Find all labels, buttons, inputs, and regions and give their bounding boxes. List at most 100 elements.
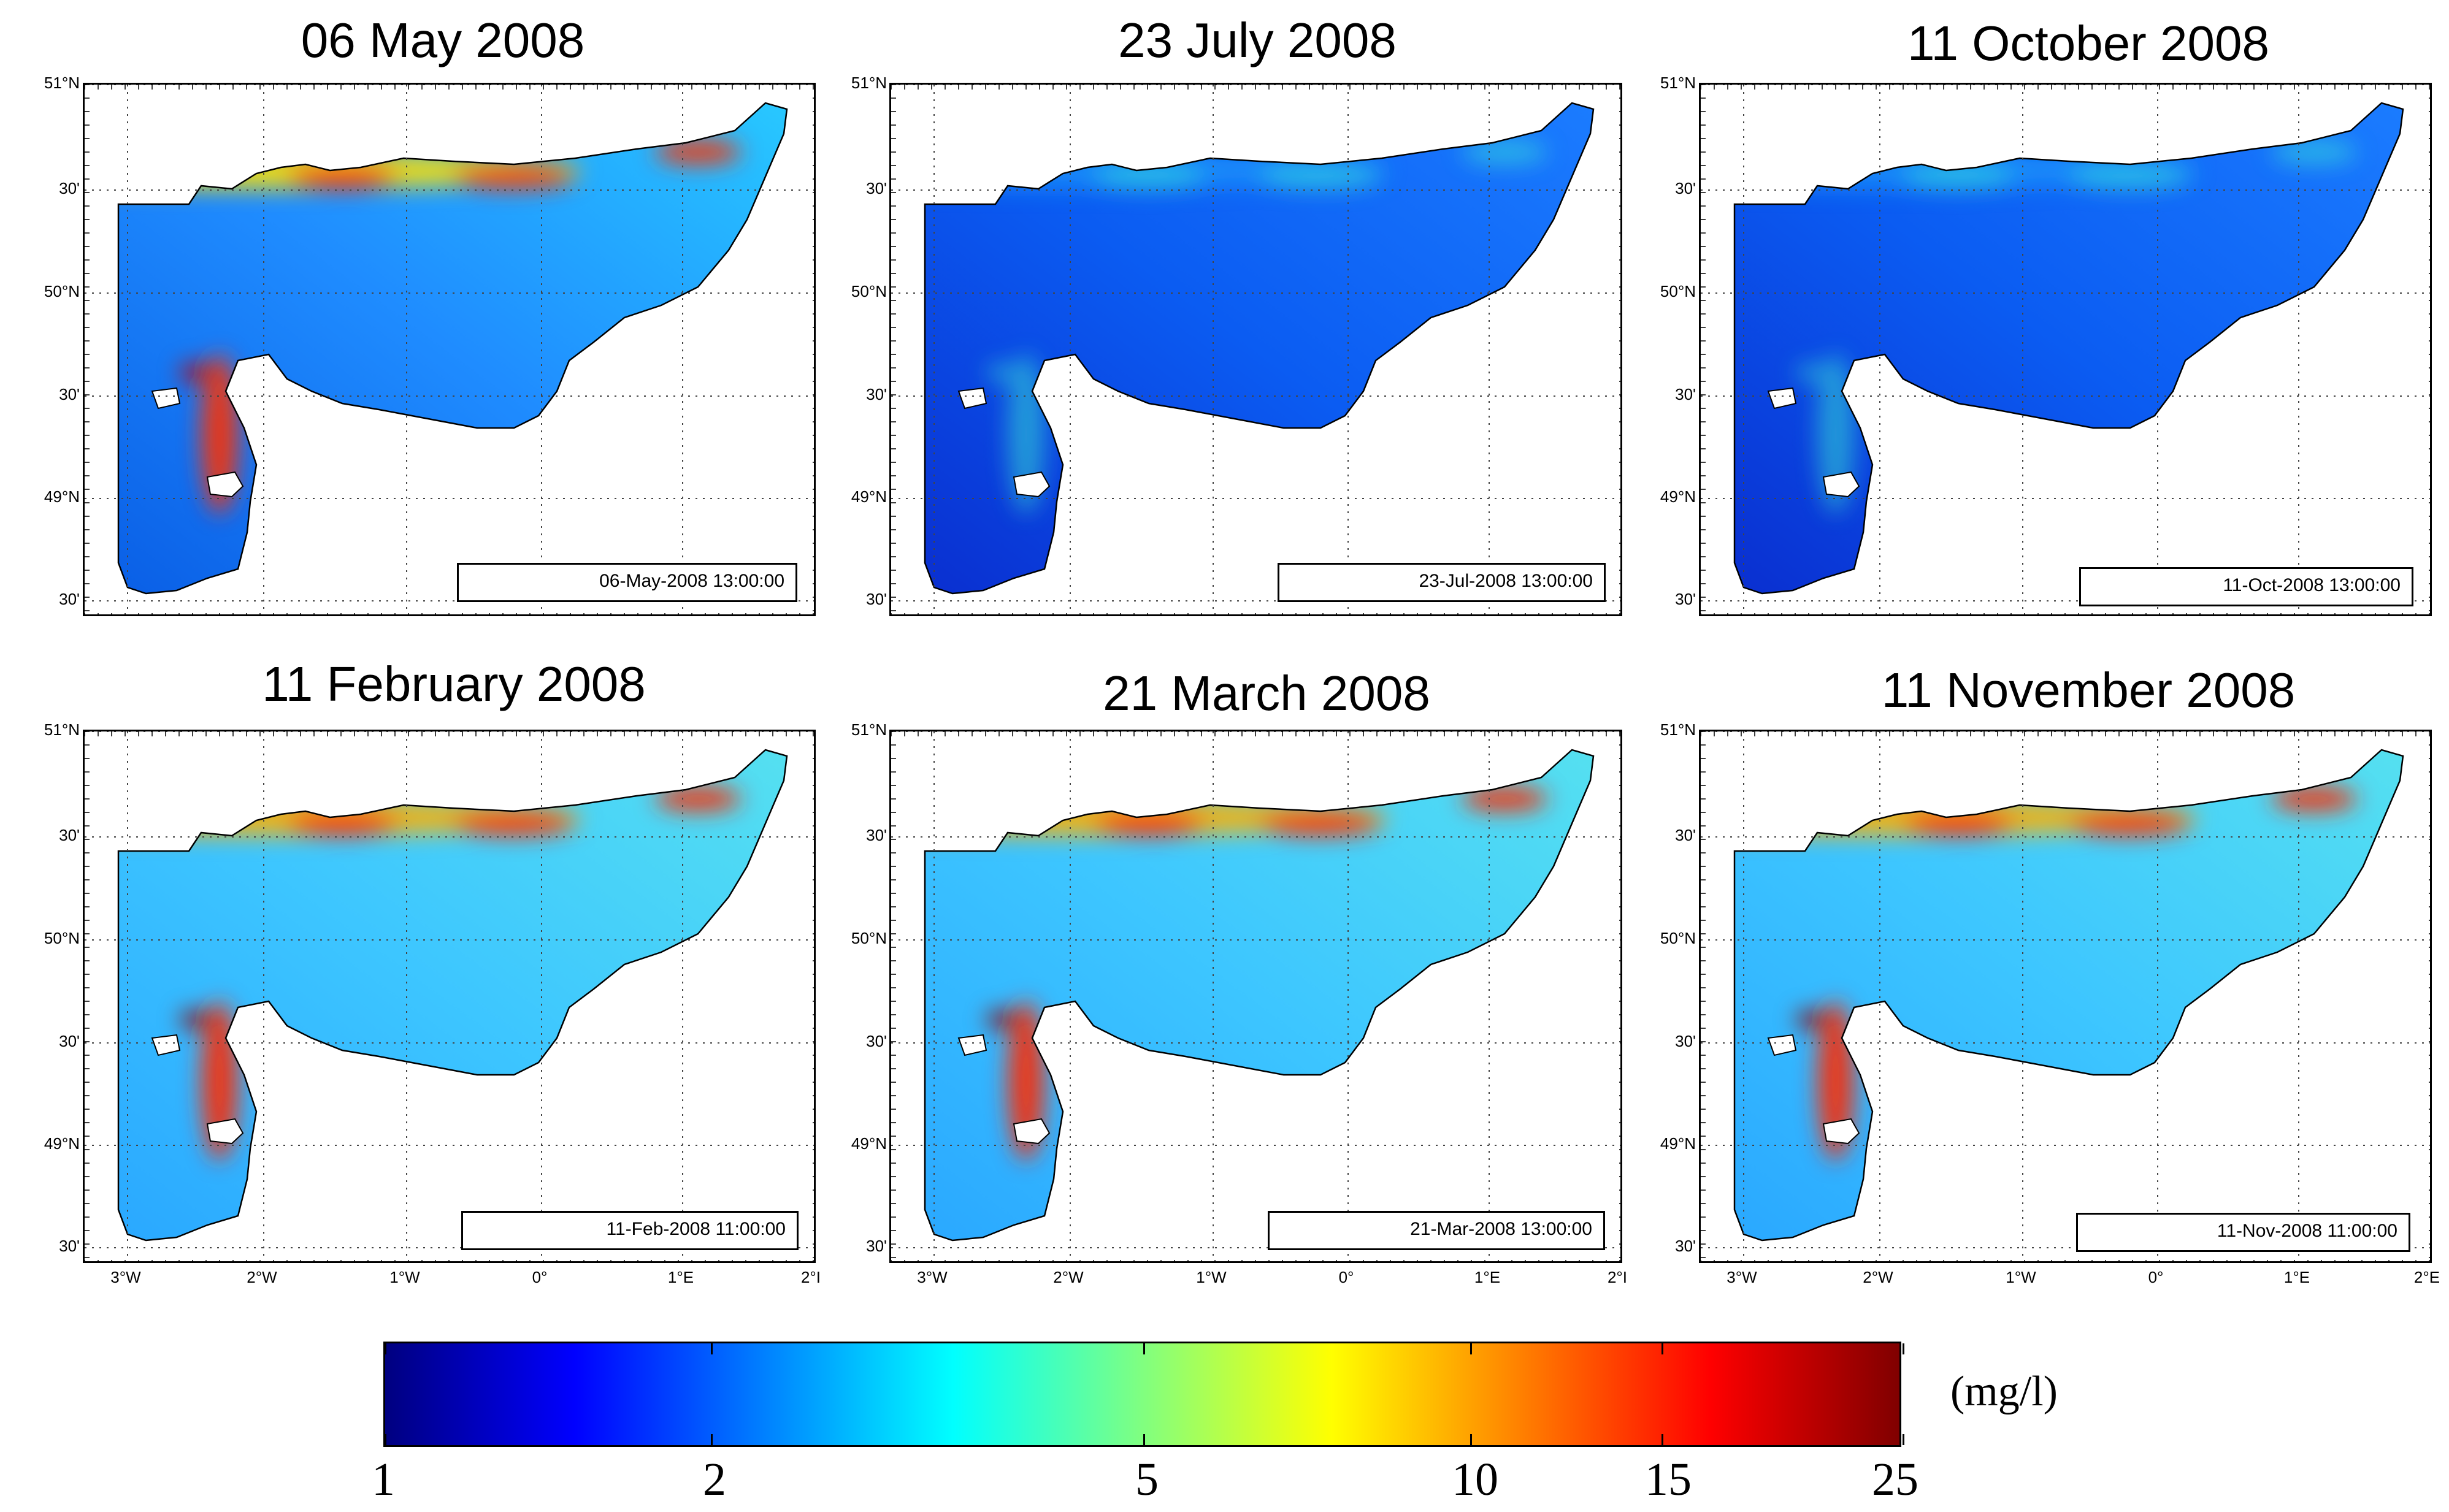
coastline xyxy=(117,749,788,1242)
panel-title: 11 February 2008 xyxy=(262,657,646,711)
lat-tick-label: 51°N xyxy=(851,720,887,739)
hotspot xyxy=(287,164,397,189)
map-panel-february xyxy=(83,730,816,1263)
map-svg xyxy=(891,731,1620,1261)
lon-tick-label: 2°E xyxy=(2413,1268,2440,1286)
colorbar-tick-label: 25 xyxy=(1872,1454,1918,1505)
island xyxy=(957,1034,987,1056)
colorbar-tick-label: 2 xyxy=(703,1454,726,1505)
lat-tick-label: 49°N xyxy=(44,1134,80,1153)
coastline xyxy=(117,102,788,595)
map-svg xyxy=(891,85,1620,614)
lat-tick-label: 30' xyxy=(866,1032,887,1050)
lat-tick-label: 51°N xyxy=(44,74,80,92)
lat-tick-label: 50°N xyxy=(1660,929,1696,947)
lat-tick-label: 49°N xyxy=(851,487,887,506)
lat-tick-label: 30' xyxy=(59,590,80,608)
hotspot xyxy=(453,164,575,189)
map-panel-july xyxy=(889,83,1622,616)
lon-tick-label: 1°E xyxy=(1474,1268,1501,1286)
lat-tick-label: 30' xyxy=(1675,826,1696,844)
colorbar-tick-mark xyxy=(384,1343,386,1354)
map-panel-october xyxy=(1699,83,2432,616)
hotspot xyxy=(1462,787,1547,811)
colorbar-tick-mark xyxy=(1661,1434,1663,1445)
lon-tick-label: 0° xyxy=(532,1268,548,1286)
lon-tick-label: 3°W xyxy=(110,1268,141,1286)
hotspot xyxy=(986,364,1017,382)
hotspot xyxy=(287,811,397,836)
colorbar-tick-mark xyxy=(1470,1434,1472,1445)
colorbar-tick-mark xyxy=(1143,1434,1145,1445)
coastline xyxy=(1733,749,2404,1242)
lat-tick-label: 50°N xyxy=(1660,282,1696,300)
colorbar-tick-mark xyxy=(1470,1343,1472,1354)
lat-tick-label: 30' xyxy=(59,385,80,403)
lon-tick-label: 1°W xyxy=(389,1268,420,1286)
hotspot xyxy=(1903,811,2014,836)
hotspot xyxy=(1259,811,1382,836)
colorbar-tick-label: 10 xyxy=(1452,1454,1498,1505)
lat-tick-label: 51°N xyxy=(1660,74,1696,92)
panel-title: 06 May 2008 xyxy=(301,13,585,67)
timestamp-box: 11-Feb-2008 11:00:00 xyxy=(461,1211,799,1250)
colorbar xyxy=(383,1342,1904,1447)
timestamp-box: 06-May-2008 13:00:00 xyxy=(457,563,797,602)
lon-tick-label: 2°I xyxy=(800,1268,821,1286)
island xyxy=(206,1118,244,1145)
map-svg xyxy=(85,731,814,1261)
lon-tick-label: 3°W xyxy=(917,1268,948,1286)
coastline xyxy=(924,102,1595,595)
lat-tick-label: 30' xyxy=(866,826,887,844)
lon-tick-label: 1°E xyxy=(2283,1268,2310,1286)
lat-tick-label: 50°N xyxy=(44,929,80,947)
hotspot xyxy=(2069,164,2191,189)
map-svg xyxy=(85,85,814,614)
lat-tick-label: 30' xyxy=(866,179,887,197)
timestamp-box: 21-Mar-2008 13:00:00 xyxy=(1268,1211,1605,1250)
colorbar-tick-mark xyxy=(711,1343,713,1354)
sea-area xyxy=(925,750,1593,1240)
island xyxy=(1822,1118,1860,1145)
sea-area xyxy=(1734,750,2403,1240)
colorbar-tick-label: 5 xyxy=(1135,1454,1159,1505)
timestamp-box: 11-Oct-2008 13:00:00 xyxy=(2079,567,2413,606)
sea-area xyxy=(118,103,787,594)
map-svg xyxy=(1701,731,2430,1261)
lon-tick-label: 0° xyxy=(2148,1268,2164,1286)
lon-tick-label: 1°E xyxy=(667,1268,694,1286)
hotspot xyxy=(1259,164,1382,189)
lat-tick-label: 30' xyxy=(59,826,80,844)
lat-tick-label: 30' xyxy=(1675,179,1696,197)
colorbar-tick-mark xyxy=(1902,1343,1904,1354)
lat-tick-label: 30' xyxy=(866,1237,887,1255)
map-svg xyxy=(1701,85,2430,614)
lon-tick-label: 2°W xyxy=(247,1268,277,1286)
hotspot xyxy=(1796,364,1826,382)
coastline xyxy=(1733,102,2404,595)
lat-tick-label: 51°N xyxy=(1660,720,1696,739)
map-panel-november xyxy=(1699,730,2432,1263)
sea-area xyxy=(1734,103,2403,594)
lat-tick-label: 30' xyxy=(1675,1237,1696,1255)
hotspot xyxy=(2271,787,2357,811)
lat-tick-label: 49°N xyxy=(851,1134,887,1153)
colorbar-tick-mark xyxy=(384,1434,386,1445)
lat-tick-label: 30' xyxy=(59,1237,80,1255)
lon-tick-label: 1°W xyxy=(2006,1268,2036,1286)
island xyxy=(1013,1118,1051,1145)
lat-tick-label: 50°N xyxy=(44,282,80,300)
island xyxy=(1013,471,1051,498)
hotspot xyxy=(453,811,575,836)
colorbar-tick-mark xyxy=(1902,1434,1904,1445)
hotspot xyxy=(1903,164,2014,189)
coastline xyxy=(924,749,1595,1242)
colorbar-tick-mark xyxy=(1143,1343,1145,1354)
lat-tick-label: 30' xyxy=(866,590,887,608)
map-panel-may xyxy=(83,83,816,616)
island xyxy=(1822,471,1860,498)
island xyxy=(1767,387,1797,410)
lat-tick-label: 30' xyxy=(59,179,80,197)
hotspot xyxy=(2069,811,2191,836)
hotspot xyxy=(1462,140,1547,164)
